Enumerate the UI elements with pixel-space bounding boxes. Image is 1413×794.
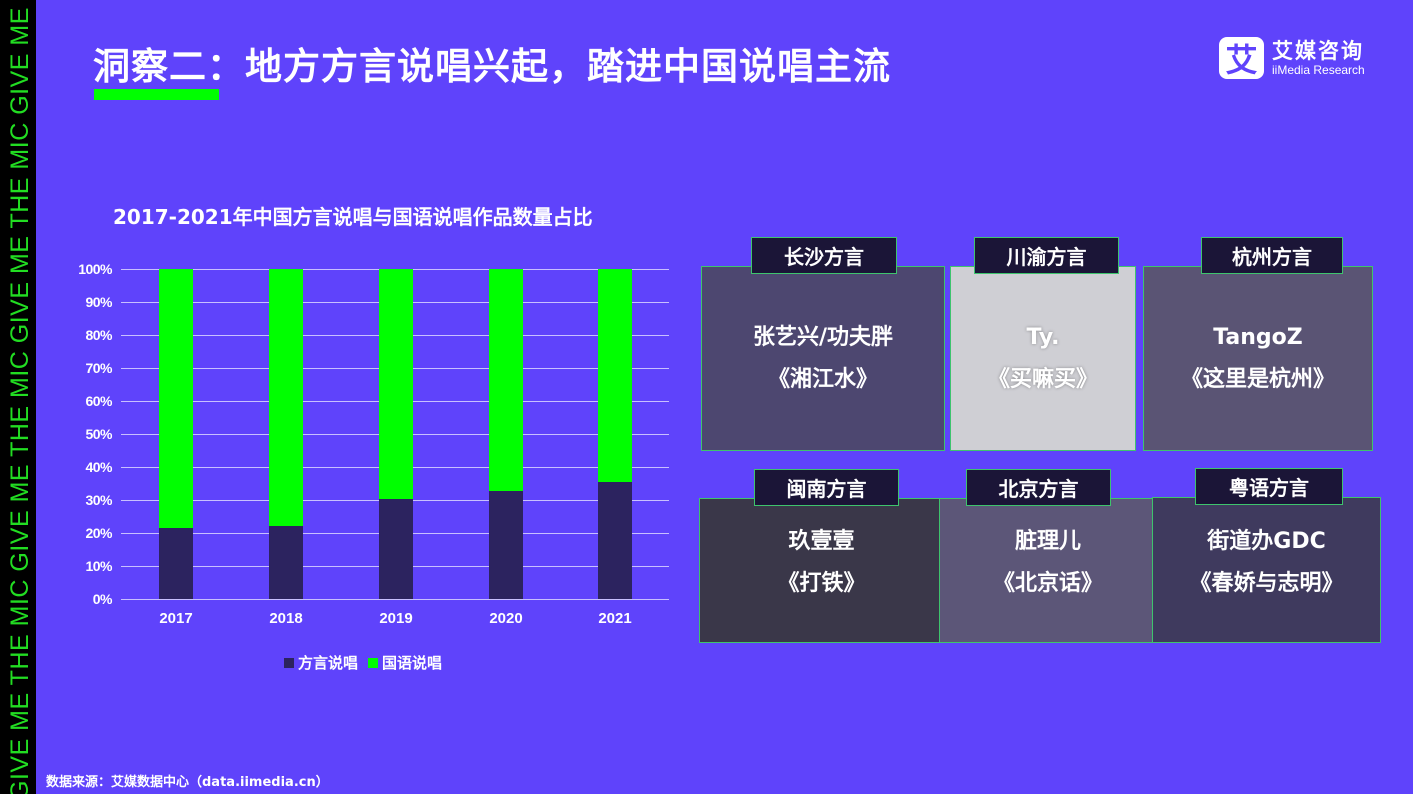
- y-tick-label: 30%: [85, 492, 112, 508]
- bar-2019: [379, 269, 413, 599]
- card-artist: 张艺兴/功夫胖: [752, 325, 894, 350]
- card-dialect-tag: 长沙方言: [751, 237, 897, 274]
- card-dialect-tag: 粤语方言: [1195, 468, 1343, 505]
- y-tick-label: 90%: [85, 294, 112, 310]
- legend-swatch-dialect: [284, 657, 294, 668]
- data-source: 数据来源：艾媒数据中心（data.iimedia.cn）: [46, 775, 329, 790]
- card-artist: Ty.: [1026, 325, 1060, 350]
- y-tick-label: 10%: [85, 558, 112, 574]
- bar-segment-mandarin: [159, 269, 193, 529]
- legend-label-mandarin: 国语说唱: [382, 654, 443, 672]
- side-strip: GIVE ME THE MIC GIVE ME THE MIC GIVE ME …: [0, 0, 36, 794]
- y-tick-label: 70%: [85, 360, 112, 376]
- x-tick-label: 2019: [379, 610, 413, 627]
- x-tick-label: 2020: [489, 610, 523, 627]
- card-song: 《买嘛买》: [987, 367, 1098, 392]
- stacked-bar-chart: 方言说唱 国语说唱 100% 90% 80% 70% 60% 50% 40% 30% 20% 10…: [60, 255, 680, 685]
- bar-2021: [598, 269, 632, 599]
- logo-en: iiMedia Research: [1272, 63, 1365, 77]
- y-tick-label: 60%: [85, 393, 112, 409]
- card-song: 《春娇与志明》: [1189, 571, 1344, 596]
- card-dialect-tag: 川渝方言: [974, 237, 1119, 274]
- bar-segment-dialect: [489, 491, 523, 599]
- dialect-card: Ty. 《买嘛买》: [950, 266, 1136, 451]
- card-song: 《这里是杭州》: [1180, 367, 1335, 392]
- dialect-card: 玖壹壹 《打铁》: [699, 498, 944, 643]
- bar-segment-dialect: [598, 481, 632, 599]
- card-song: 《湘江水》: [767, 367, 878, 392]
- card-song: 《打铁》: [777, 571, 866, 596]
- card-song: 《北京话》: [992, 571, 1103, 596]
- card-dialect-tag: 杭州方言: [1201, 237, 1343, 274]
- y-tick-label: 50%: [85, 426, 112, 442]
- bar-segment-dialect: [269, 526, 303, 599]
- bar-2020: [489, 269, 523, 599]
- side-strip-text: GIVE ME THE MIC GIVE ME THE MIC GIVE ME …: [6, 0, 34, 794]
- logo-cn: 艾媒咨询: [1272, 39, 1364, 63]
- card-dialect-tag: 闽南方言: [754, 469, 899, 506]
- bar-segment-mandarin: [379, 269, 413, 499]
- card-artist: 玖壹壹: [788, 529, 855, 554]
- bar-segment-dialect: [159, 528, 193, 599]
- card-artist: TangoZ: [1213, 325, 1303, 350]
- chart-title: 2017-2021年中国方言说唱与国语说唱作品数量占比: [113, 205, 593, 229]
- gridline: [121, 599, 669, 600]
- x-tick-label: 2021: [598, 610, 632, 627]
- x-tick-label: 2017: [159, 610, 193, 627]
- dialect-card: 脏理儿 《北京话》: [939, 498, 1157, 643]
- logo-icon: 艾: [1219, 37, 1264, 79]
- dialect-card: 街道办GDC 《春娇与志明》: [1152, 497, 1381, 643]
- logo: 艾 艾媒咨询 iiMedia Research: [1219, 37, 1365, 79]
- y-tick-label: 80%: [85, 327, 112, 343]
- page-title: 洞察二：地方方言说唱兴起，踏进中国说唱主流: [93, 45, 891, 88]
- y-tick-label: 40%: [85, 459, 112, 475]
- chart-legend: 方言说唱 国语说唱: [284, 652, 442, 673]
- legend-label-dialect: 方言说唱: [298, 654, 359, 672]
- bar-2018: [269, 269, 303, 599]
- x-tick-label: 2018: [269, 610, 303, 627]
- y-tick-label: 100%: [78, 261, 112, 277]
- bar-segment-mandarin: [489, 269, 523, 492]
- dialect-card: 张艺兴/功夫胖 《湘江水》: [701, 266, 945, 451]
- card-artist: 脏理儿: [1014, 529, 1081, 554]
- card-artist: 街道办GDC: [1207, 529, 1326, 554]
- bar-segment-mandarin: [598, 269, 632, 482]
- dialect-card: TangoZ 《这里是杭州》: [1143, 266, 1373, 451]
- card-dialect-tag: 北京方言: [966, 469, 1111, 506]
- y-tick-label: 20%: [85, 525, 112, 541]
- y-tick-label: 0%: [92, 591, 113, 607]
- legend-swatch-mandarin: [368, 657, 379, 668]
- title-underline: [94, 89, 219, 100]
- bar-segment-mandarin: [269, 269, 303, 527]
- bar-2017: [159, 269, 193, 599]
- bar-segment-dialect: [379, 499, 413, 599]
